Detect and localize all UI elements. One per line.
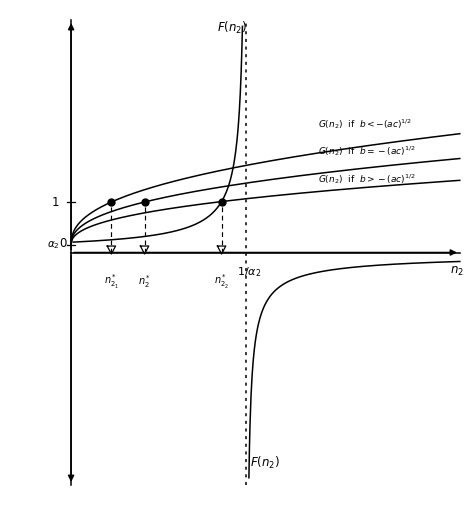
Text: $n^*_{2_1}$: $n^*_{2_1}$ — [104, 273, 119, 291]
Text: 1: 1 — [52, 195, 59, 209]
Text: $F(n_2)$: $F(n_2)$ — [217, 20, 247, 36]
Text: $1/\alpha_2$: $1/\alpha_2$ — [237, 265, 261, 279]
Text: $n^*_{2_2}$: $n^*_{2_2}$ — [214, 273, 229, 291]
Text: $G(n_2)$  if  $b < -(ac)^{1/2}$: $G(n_2)$ if $b < -(ac)^{1/2}$ — [318, 117, 412, 131]
Text: $n^*_2$: $n^*_2$ — [138, 273, 151, 289]
Text: $G(n_2)$  if  $b = -(ac)^{1/2}$: $G(n_2)$ if $b = -(ac)^{1/2}$ — [318, 144, 415, 159]
Text: $n_2$: $n_2$ — [450, 265, 465, 278]
Text: $\alpha_2$: $\alpha_2$ — [46, 239, 59, 251]
Text: 0: 0 — [59, 237, 66, 250]
Text: $G(n_2)$  if  $b > -(ac)^{1/2}$: $G(n_2)$ if $b > -(ac)^{1/2}$ — [318, 172, 415, 186]
Text: $F(n_2)$: $F(n_2)$ — [250, 454, 281, 471]
